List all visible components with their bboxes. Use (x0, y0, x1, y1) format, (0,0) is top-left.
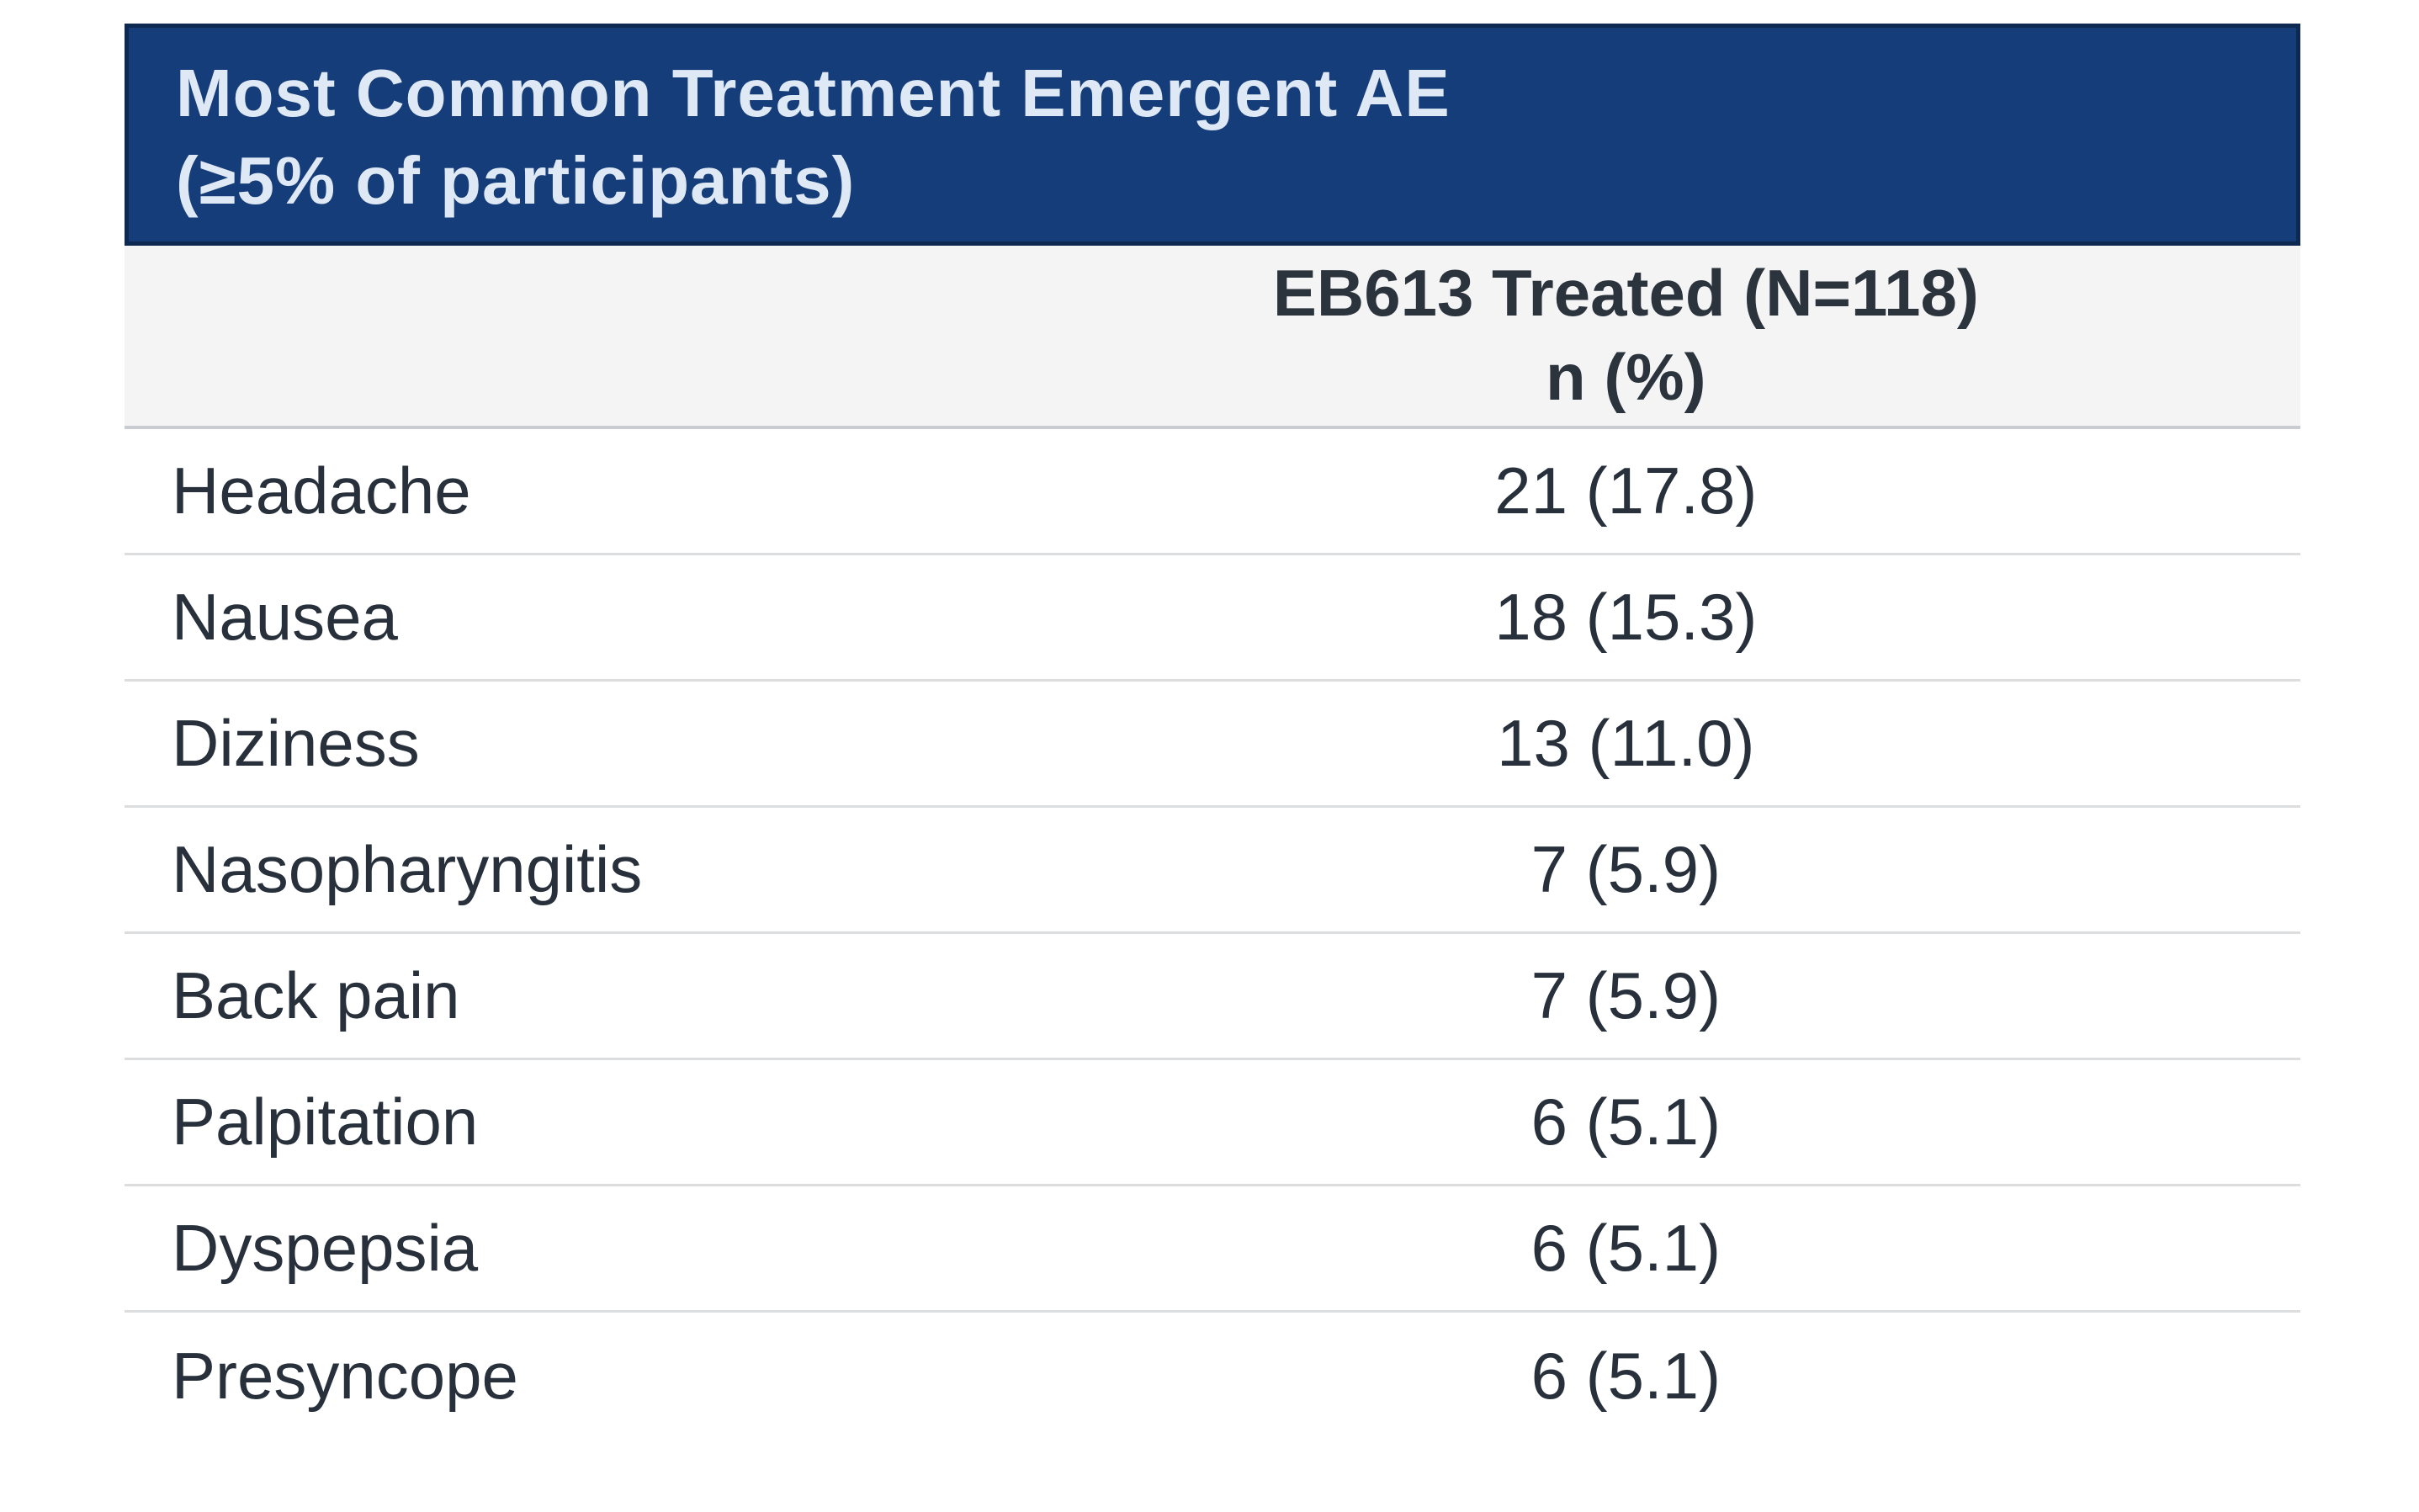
column-header-row: EB613 Treated (N=118) n (%) (125, 246, 2300, 429)
table-row: Palpitation 6 (5.1) (125, 1060, 2300, 1186)
adverse-event-count: 7 (5.9) (1530, 832, 1721, 906)
adverse-event-label: Palpitation (172, 1085, 479, 1159)
adverse-event-count: 13 (11.0) (1497, 706, 1755, 780)
adverse-event-label: Nausea (172, 580, 398, 654)
adverse-event-count: 6 (5.1) (1530, 1338, 1721, 1413)
adverse-event-label: Presyncope (172, 1338, 518, 1413)
adverse-event-count: 7 (5.9) (1530, 958, 1721, 1032)
adverse-event-count: 6 (5.1) (1530, 1211, 1721, 1285)
table-title-bar: Most Common Treatment Emergent AE (≥5% o… (125, 24, 2300, 246)
table-row: Back pain 7 (5.9) (125, 934, 2300, 1060)
table-row: Diziness 13 (11.0) (125, 682, 2300, 808)
column-header-group-label: EB613 Treated (N=118) (1272, 256, 1979, 330)
table-title-line-1: Most Common Treatment Emergent AE (176, 56, 1451, 130)
adverse-event-count: 21 (17.8) (1494, 454, 1758, 528)
table-body: Headache 21 (17.8) Nausea 18 (15.3) Diziness… (125, 429, 2300, 1439)
adverse-event-count: 18 (15.3) (1494, 580, 1758, 654)
table-row: Dyspepsia 6 (5.1) (125, 1186, 2300, 1313)
table-row: Nasopharyngitis 7 (5.9) (125, 808, 2300, 934)
adverse-event-label: Nasopharyngitis (172, 832, 643, 906)
adverse-event-label: Diziness (172, 706, 420, 780)
table-title-line-2: (≥5% of participants) (176, 143, 856, 218)
adverse-event-count: 6 (5.1) (1530, 1085, 1721, 1159)
table-row: Presyncope 6 (5.1) (125, 1313, 2300, 1439)
column-header-cell: EB613 Treated (N=118) n (%) (952, 251, 2300, 419)
column-header-unit-label: n (%) (1546, 340, 1706, 414)
table-row: Headache 21 (17.8) (125, 429, 2300, 555)
adverse-event-label: Back pain (172, 958, 460, 1032)
table-row: Nausea 18 (15.3) (125, 555, 2300, 682)
adverse-event-label: Dyspepsia (172, 1211, 479, 1285)
adverse-event-label: Headache (172, 454, 471, 528)
adverse-events-table: Most Common Treatment Emergent AE (≥5% o… (125, 24, 2300, 1439)
